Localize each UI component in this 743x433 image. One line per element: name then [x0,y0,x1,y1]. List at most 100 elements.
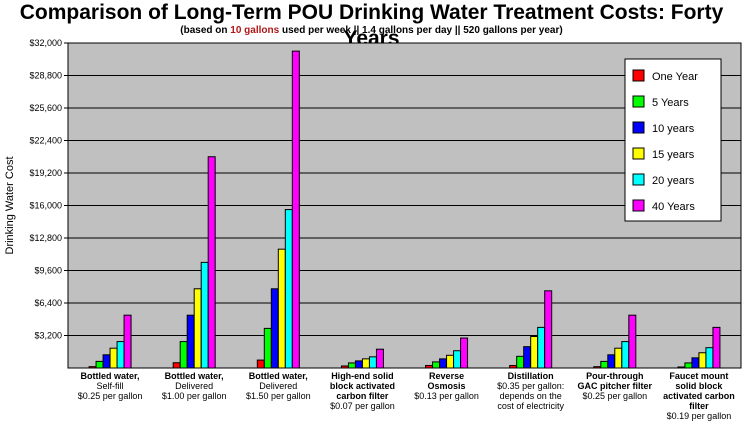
legend-label: 5 Years [652,97,689,109]
y-tick-label: $22,400 [29,136,62,146]
bar [347,362,356,369]
bar [375,348,384,369]
y-tick-label: $19,200 [29,168,62,178]
category-label: Faucet mount [669,371,728,381]
category-label: GAC pitcher filter [578,381,653,391]
category-label: Delivered [259,381,297,391]
bar [179,341,188,369]
bar [691,357,700,369]
legend-swatch [632,147,645,160]
chart-subtitle: (based on 10 gallons used per week || 1.… [0,24,743,38]
legend-label: 15 years [652,149,695,161]
legend-swatch [632,121,645,134]
y-tick-label: $32,000 [29,38,62,48]
bar [263,327,272,369]
category-label: High-end solid [331,371,394,381]
category-label: filter [689,401,709,411]
subtitle-post: used per week || 1.4 gallons per day || … [279,25,563,36]
legend-box [624,58,722,222]
bar [368,356,377,369]
bar [88,366,97,369]
bar [537,326,546,369]
bar [439,358,448,369]
bar [102,354,111,369]
category-label: carbon filter [336,391,389,401]
category-label: $0.07 per gallon [330,401,395,411]
bar [95,360,104,369]
legend-swatch [632,199,645,212]
category-label: $0.19 per gallon [667,411,732,421]
category-label: Self-fill [97,381,124,391]
category-label: solid block [675,381,723,391]
legend-label: 10 years [652,123,695,135]
legend-label: 20 years [652,175,695,187]
legend-label: 40 Years [652,201,695,213]
bar [291,50,300,369]
bar [523,346,532,369]
bar [516,355,525,369]
bar [530,336,539,369]
category-label: Bottled water, [249,371,308,381]
bar [677,366,686,369]
category-label: Osmosis [428,381,466,391]
bar [684,362,693,369]
bar [256,359,265,369]
category-label: $1.50 per gallon [246,391,311,401]
y-tick-label: $3,200 [34,331,62,341]
y-tick-label: $12,800 [29,233,62,243]
y-axis-label: Drinking Water Cost [4,156,16,254]
subtitle-pre: (based on [180,25,231,36]
category-label: Reverse [429,371,464,381]
bar [270,288,279,369]
bar [621,341,630,369]
bar [200,261,209,369]
bar [446,354,455,369]
bar [277,248,286,369]
bar [453,350,462,369]
bar [123,314,132,369]
bar [593,366,602,369]
bar [614,347,623,369]
y-tick-label: $9,600 [34,266,62,276]
category-label: Bottled water, [81,371,140,381]
bar [698,352,707,369]
bar [432,361,441,369]
category-label: $1.00 per gallon [162,391,227,401]
bar [361,358,370,369]
bar [460,337,469,369]
y-tick-label: $28,800 [29,71,62,81]
bar [509,364,518,369]
y-tick-label: $25,600 [29,103,62,113]
category-label: block activated [330,381,395,391]
category-label: $0.25 per gallon [78,391,143,401]
bar [207,156,216,369]
category-label: depends on the [500,391,562,401]
bar [193,288,202,369]
bar [340,365,349,369]
legend-label: One Year [652,71,698,83]
bar [109,347,118,369]
y-tick-label: $16,000 [29,201,62,211]
category-label: cost of electricity [497,401,564,411]
bar [600,360,609,369]
bar [284,209,293,369]
category-label: $0.13 per gallon [414,391,479,401]
bar [607,354,616,369]
category-label: Distillation [508,371,554,381]
subtitle-highlight: 10 gallons [230,25,280,36]
bar [628,314,637,369]
category-label: Bottled water, [165,371,224,381]
y-tick-label: $6,400 [34,298,62,308]
bar [705,347,714,369]
category-label: Delivered [175,381,213,391]
category-label: activated carbon [663,391,735,401]
category-label: $0.35 per gallon: [497,381,564,391]
bar [425,364,434,369]
category-label: $0.25 per gallon [583,391,648,401]
legend-swatch [632,173,645,186]
bar [116,341,125,369]
legend-swatch [632,95,645,108]
legend-swatch [632,69,645,82]
bar [544,290,553,369]
